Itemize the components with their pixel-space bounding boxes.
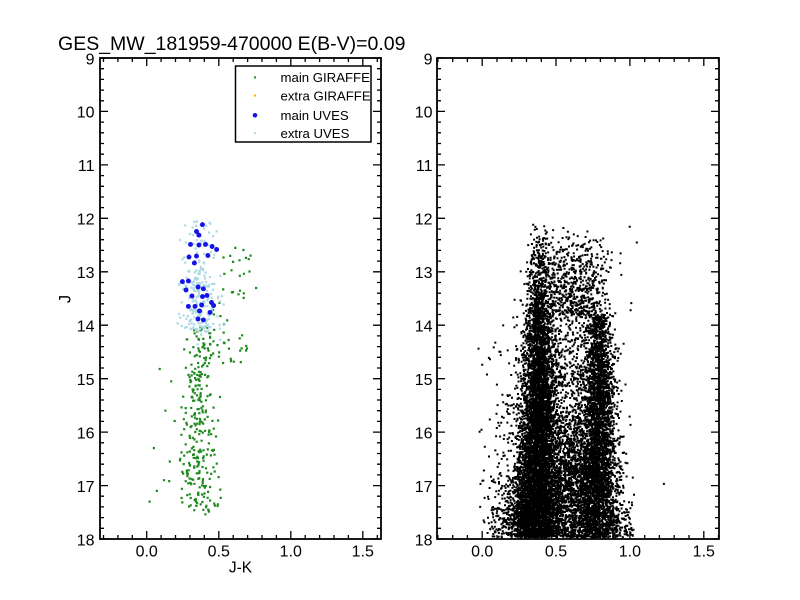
svg-text:13: 13	[415, 265, 433, 282]
svg-text:0.5: 0.5	[545, 543, 567, 560]
svg-text:0.0: 0.0	[136, 543, 158, 560]
svg-text:main UVES: main UVES	[281, 108, 349, 123]
svg-text:15: 15	[415, 372, 433, 389]
svg-text:9: 9	[424, 51, 433, 68]
svg-text:17: 17	[77, 479, 95, 496]
svg-text:18: 18	[77, 532, 95, 549]
svg-text:1.0: 1.0	[619, 543, 641, 560]
svg-text:0.5: 0.5	[208, 543, 230, 560]
svg-text:main GIRAFFE: main GIRAFFE	[281, 70, 371, 85]
svg-text:9: 9	[86, 51, 95, 68]
svg-text:14: 14	[77, 319, 95, 336]
svg-text:J: J	[57, 295, 75, 303]
svg-text:1.5: 1.5	[352, 543, 374, 560]
svg-text:10: 10	[415, 105, 433, 122]
svg-text:17: 17	[415, 479, 433, 496]
svg-text:0.0: 0.0	[471, 543, 493, 560]
svg-text:1.5: 1.5	[693, 543, 715, 560]
svg-text:14: 14	[415, 319, 433, 336]
svg-text:extra GIRAFFE: extra GIRAFFE	[281, 88, 371, 103]
svg-text:16: 16	[77, 425, 95, 442]
svg-text:11: 11	[416, 158, 433, 175]
svg-text:GES_MW_181959-470000 E(B-V)=0.: GES_MW_181959-470000 E(B-V)=0.09	[58, 33, 405, 55]
svg-text:10: 10	[77, 105, 95, 122]
svg-text:16: 16	[415, 425, 433, 442]
svg-text:11: 11	[78, 158, 95, 175]
svg-text:13: 13	[77, 265, 95, 282]
svg-text:extra UVES: extra UVES	[281, 126, 350, 141]
svg-text:12: 12	[415, 212, 433, 229]
svg-text:15: 15	[77, 372, 95, 389]
svg-text:J-K: J-K	[229, 560, 253, 577]
svg-text:18: 18	[415, 532, 433, 549]
svg-text:12: 12	[77, 212, 95, 229]
svg-text:1.0: 1.0	[280, 543, 302, 560]
